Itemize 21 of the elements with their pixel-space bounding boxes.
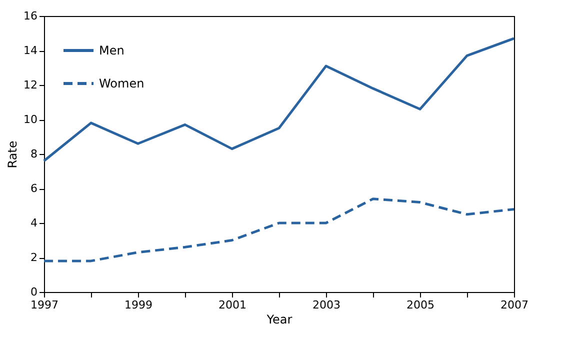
y-axis-title: Rate: [6, 140, 20, 168]
x-tick-label: 1999: [124, 298, 152, 312]
legend-label: Men: [99, 44, 124, 58]
y-tick-label: 2: [30, 251, 38, 264]
x-axis-title: Year: [266, 312, 292, 326]
x-tick-label: 2003: [312, 298, 340, 312]
y-tick-label: 4: [30, 216, 38, 230]
y-tick-label: 0: [30, 286, 38, 298]
x-tick-label: 1997: [30, 298, 58, 312]
x-tick-label: 2001: [218, 298, 246, 312]
y-tick-label: 16: [24, 10, 38, 22]
x-tick-label: 2005: [406, 298, 434, 312]
y-tick-label: 12: [24, 78, 38, 92]
x-tick-label: 2007: [500, 298, 528, 312]
y-tick-label: 10: [24, 113, 38, 126]
y-tick-label: 8: [30, 148, 38, 160]
line-series: [42, 198, 516, 262]
line-series: [42, 37, 516, 162]
legend-label: Women: [99, 76, 144, 90]
y-tick-label: 14: [24, 44, 38, 57]
y-tick-label: 6: [30, 182, 38, 195]
